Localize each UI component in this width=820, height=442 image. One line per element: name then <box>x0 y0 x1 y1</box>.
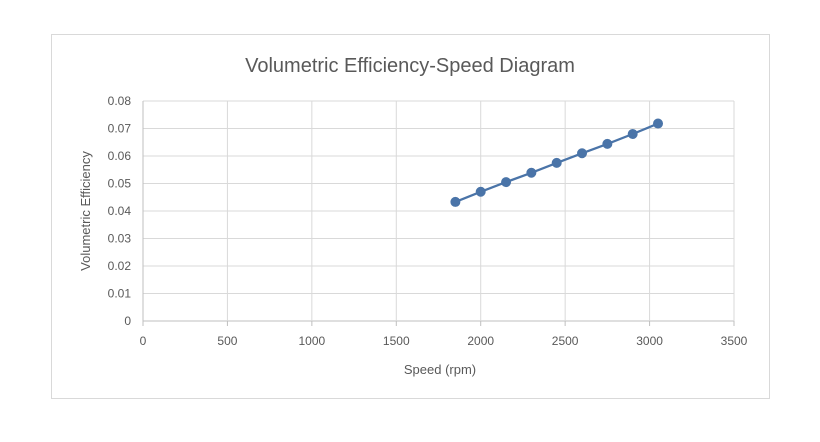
gridlines <box>142 100 735 326</box>
data-point <box>577 148 588 159</box>
x-tick-label: 0 <box>140 334 147 348</box>
x-tick-label: 500 <box>217 334 237 348</box>
x-tick-label: 3500 <box>721 334 748 348</box>
y-tick-label: 0 <box>124 314 131 328</box>
x-tick-label: 2000 <box>467 334 494 348</box>
y-tick-label: 0.03 <box>108 232 132 246</box>
y-tick-label: 0.05 <box>108 177 132 191</box>
y-tick-label: 0.08 <box>108 94 132 108</box>
x-tick-label: 2500 <box>552 334 579 348</box>
y-tick-label: 0.07 <box>108 122 132 136</box>
data-point <box>653 118 664 129</box>
x-tick-label: 1000 <box>299 334 326 348</box>
x-axis-title: Speed (rpm) <box>404 362 476 377</box>
data-point <box>602 138 613 149</box>
x-tick-label: 1500 <box>383 334 410 348</box>
data-series <box>450 118 664 207</box>
data-point <box>450 196 461 207</box>
data-point <box>475 186 486 197</box>
y-tick-label: 0.04 <box>108 204 132 218</box>
y-tick-label: 0.02 <box>108 259 132 273</box>
data-point <box>501 177 512 188</box>
chart-frame <box>51 34 770 399</box>
y-axis-ticks: 0 0.01 0.02 0.03 0.04 0.05 0.06 0.07 0.08 <box>108 94 132 328</box>
y-axis-title: Volumetric Efficiency <box>78 151 93 271</box>
data-point <box>551 157 562 168</box>
data-point <box>627 129 638 139</box>
x-tick-label: 3000 <box>636 334 663 348</box>
chart-title: Volumetric Efficiency-Speed Diagram <box>245 55 575 77</box>
y-tick-label: 0.06 <box>108 149 132 163</box>
data-point <box>526 167 537 178</box>
x-axis-ticks: 0 500 1000 1500 2000 2500 3000 3500 <box>140 334 748 348</box>
y-tick-label: 0.01 <box>108 287 132 301</box>
